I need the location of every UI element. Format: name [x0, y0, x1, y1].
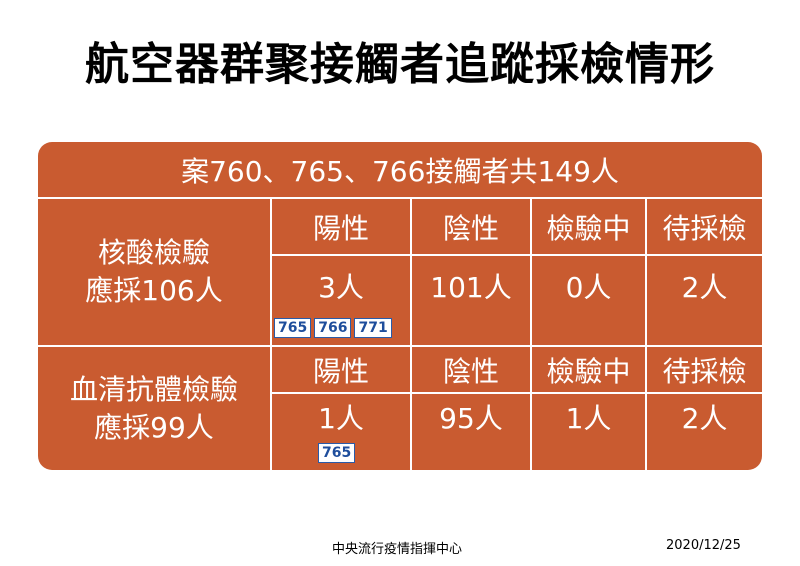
- section-label-line2: 應採106人: [85, 274, 223, 307]
- case-tag: 766: [314, 318, 352, 338]
- section-label-line1: 血清抗體檢驗: [69, 372, 238, 406]
- page-title: 航空器群聚接觸者追蹤採檢情形: [85, 39, 715, 90]
- section-label-serology: 血清抗體檢驗 應採99人: [38, 347, 270, 470]
- table-header: 案760、765、766接觸者共149人: [181, 155, 619, 188]
- case-tag: 765: [318, 443, 356, 463]
- case-tag: 771: [354, 318, 392, 338]
- value-pending: 2人: [681, 402, 728, 435]
- value-negative: 101人: [430, 271, 512, 304]
- divider: [270, 198, 272, 470]
- positive-case-tags: 765 766 771: [274, 318, 392, 338]
- column-header-negative: 陰性: [442, 211, 499, 245]
- column-header-positive: 陽性: [312, 354, 369, 388]
- summary-table: 案760、765、766接觸者共149人 核酸檢驗 應採106人 陽性 陰性 檢…: [38, 142, 762, 470]
- divider: [645, 198, 647, 470]
- value-pending: 2人: [681, 271, 728, 304]
- footer-date: 2020/12/25: [666, 538, 741, 553]
- column-header-negative: 陰性: [442, 354, 499, 388]
- value-negative: 95人: [439, 402, 503, 435]
- column-header-pending: 待採檢: [662, 211, 747, 245]
- divider: [410, 198, 412, 470]
- value-testing: 1人: [565, 402, 612, 435]
- value-positive: 1人: [318, 402, 364, 435]
- divider: [38, 345, 762, 347]
- column-header-testing: 檢驗中: [546, 211, 631, 245]
- column-header-testing: 檢驗中: [546, 354, 631, 388]
- positive-case-tags: 765: [318, 443, 356, 463]
- section-label-line2: 應採99人: [94, 410, 214, 444]
- section-label-nucleic: 核酸檢驗 應採106人: [38, 199, 270, 345]
- column-header-positive: 陽性: [312, 211, 369, 245]
- divider: [270, 254, 762, 256]
- divider: [270, 392, 762, 394]
- value-testing: 0人: [565, 271, 612, 304]
- footer-organization: 中央流行疫情指揮中心: [332, 542, 463, 557]
- case-tag: 765: [274, 318, 312, 338]
- divider: [38, 197, 762, 199]
- value-positive: 3人: [318, 271, 364, 304]
- section-label-line1: 核酸檢驗: [97, 236, 210, 269]
- column-header-pending: 待採檢: [662, 354, 747, 388]
- divider: [530, 198, 532, 470]
